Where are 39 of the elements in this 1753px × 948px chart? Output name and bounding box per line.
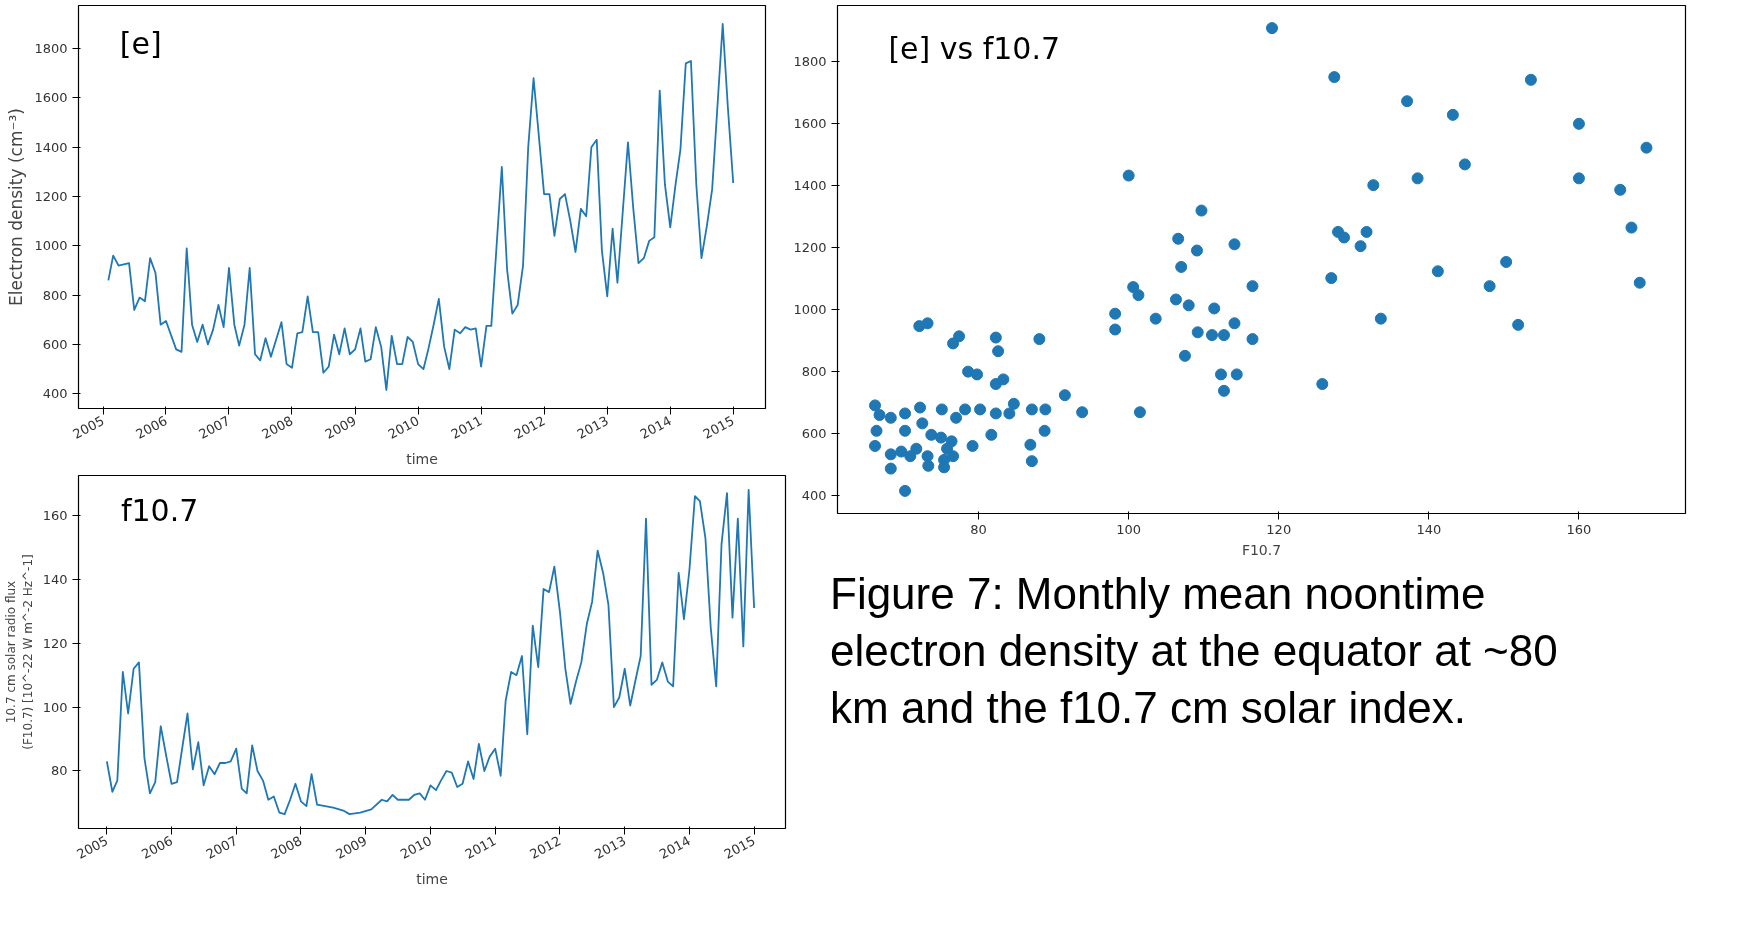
x-tick-label: 80 [970, 521, 987, 537]
y-tick-label: 1400 [793, 178, 827, 194]
x-tick-label: 160 [1566, 521, 1592, 537]
caption: Figure 7: Monthly mean noontime electron density at the equator at ~80 km and the f10.7 cm solar index. [830, 568, 1559, 735]
x-tick-label: 100 [1116, 521, 1142, 537]
line-series [105, 488, 756, 816]
annotation: [e] vs f10.7 [888, 30, 1061, 66]
y-tick-label: 400 [42, 386, 68, 402]
annotation: [e] [119, 25, 162, 61]
y-tick-label: 160 [42, 507, 68, 523]
y-tick-label: 1600 [793, 116, 827, 132]
y-tick-label: 140 [42, 571, 68, 587]
y-tick-label: 1400 [34, 139, 68, 155]
x-tick-label: 140 [1416, 521, 1442, 537]
x-tick-label: 2011 [462, 832, 499, 862]
line-series [107, 23, 735, 391]
y-tick-label: 120 [42, 635, 68, 651]
y-tick-label: 400 [801, 488, 827, 504]
y-tick-label: 1600 [34, 90, 68, 106]
y-tick-label: 1000 [34, 238, 68, 254]
y-tick-label: 80 [50, 763, 68, 779]
y-tick-label: 600 [42, 336, 68, 352]
y-tick-label: 1800 [34, 41, 68, 57]
y-tick-label: 800 [42, 287, 68, 303]
y-axis-title: 10.7 cm solar radio flux (F10.7) [10^-22 W m^-2 Hz^-1] [3, 554, 35, 750]
y-tick-label: 1000 [793, 302, 827, 318]
x-tick-label: 2011 [448, 412, 485, 442]
y-tick-label: 1800 [793, 54, 827, 70]
x-axis-title: time [406, 451, 438, 468]
x-axis-title: F10.7 [1241, 541, 1282, 558]
x-tick-label: 120 [1266, 521, 1292, 537]
annotation: f10.7 [120, 493, 199, 529]
y-tick-label: 800 [801, 364, 827, 380]
y-tick-label: 600 [801, 426, 827, 442]
y-axis-title: Electron density (cm⁻³) [6, 108, 27, 306]
y-tick-label: 100 [42, 699, 68, 715]
x-axis-title: time [416, 871, 448, 888]
y-tick-label: 1200 [793, 240, 827, 256]
y-tick-label: 1200 [34, 189, 68, 205]
